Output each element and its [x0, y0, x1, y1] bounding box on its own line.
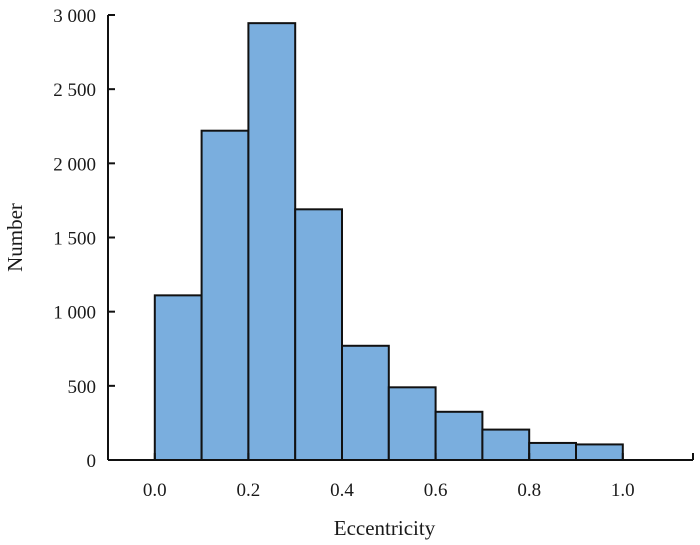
- histogram-bar: [387, 386, 437, 462]
- ticks-group: 0 500 1 000 1 500 2 000 2 500 3 000 0.0 0.2 0.4 0.…: [53, 6, 694, 501]
- x-tick-label: 0.2: [237, 480, 261, 501]
- x-tick-label: 1.0: [611, 480, 635, 501]
- bars-group: [153, 22, 624, 462]
- y-tick-label: 1 500: [53, 229, 96, 250]
- histogram-bar: [528, 441, 578, 462]
- y-tick-label: 500: [68, 377, 97, 398]
- y-tick-label: 3 000: [53, 6, 96, 27]
- x-tick-label: 0.6: [424, 480, 448, 501]
- histogram-bar: [341, 344, 390, 461]
- y-axis-title: Number: [3, 203, 27, 272]
- histogram-bar: [434, 410, 484, 461]
- histogram-bar: [481, 428, 531, 462]
- x-tick-label: 0.4: [330, 480, 354, 501]
- histogram-bar: [247, 22, 297, 462]
- y-tick-label: 1 000: [53, 303, 96, 324]
- histogram-bar: [294, 208, 344, 461]
- x-tick-label: 0.0: [143, 480, 167, 501]
- x-tick-label: 0.8: [517, 480, 541, 501]
- histogram-bar: [200, 129, 250, 461]
- histogram-bar: [153, 294, 203, 461]
- x-axis-title: Eccentricity: [334, 516, 436, 540]
- y-tick-label: 2 000: [53, 154, 96, 175]
- y-tick-label: 0: [87, 451, 97, 472]
- y-tick-label: 2 500: [53, 80, 96, 101]
- histogram-bar: [575, 443, 624, 461]
